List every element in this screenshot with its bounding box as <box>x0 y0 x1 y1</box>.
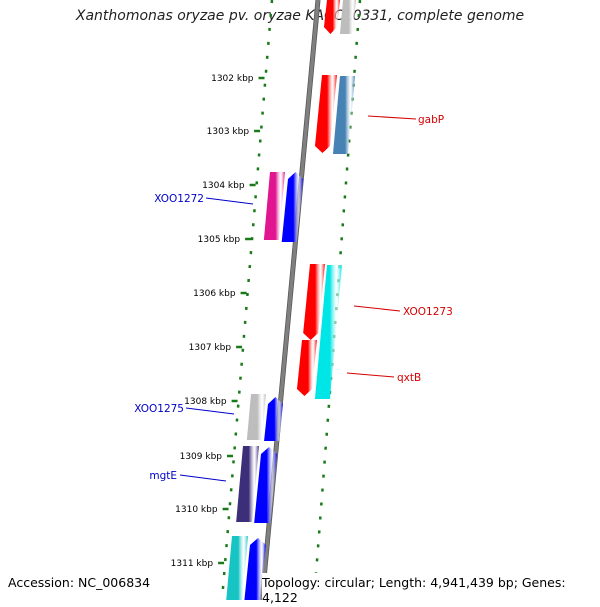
gene-label-leader <box>185 407 235 415</box>
gene-label: gabP <box>418 114 444 126</box>
gene-xoo1275-grey <box>246 394 266 440</box>
gene-xoo1275-blue <box>264 397 283 441</box>
tick-label: 1302 kbp <box>211 74 254 84</box>
gene-qxtb-cyan <box>314 265 342 399</box>
gene-gabp-red <box>314 75 337 153</box>
gene-label-leader <box>179 474 227 482</box>
gene-label-leader <box>353 305 401 312</box>
gene-mgte-purple <box>236 446 259 522</box>
left-track-line <box>220 0 274 600</box>
gene-qxtb-red <box>296 340 317 396</box>
gene-label: XOO1273 <box>403 306 453 318</box>
tick-label: 1307 kbp <box>189 343 232 353</box>
tick-label: 1309 kbp <box>180 452 223 462</box>
gene-top-grey <box>339 0 356 34</box>
accession-text: Accession: NC_006834 <box>8 573 151 592</box>
tick-label: 1311 kbp <box>171 559 214 569</box>
tick-label: 1304 kbp <box>202 181 245 191</box>
gene-mgte-blue <box>254 447 277 523</box>
gene-xoo1273-red <box>303 264 325 340</box>
gene-bottom-blue <box>244 538 266 600</box>
tick-label: 1303 kbp <box>207 127 250 137</box>
gene-label-leader <box>346 372 395 378</box>
tick-label: 1306 kbp <box>193 289 236 299</box>
tick-label: 1305 kbp <box>198 235 241 245</box>
map-title: Xanthomonas oryzae pv. oryzae KACC10331,… <box>75 8 525 24</box>
gene-label: mgtE <box>149 470 177 482</box>
gene-xoo1272-magenta <box>263 172 285 240</box>
gene-top-red <box>323 0 340 34</box>
gene-xoo1272-blue <box>281 172 303 242</box>
tick-label: 1308 kbp <box>184 397 227 407</box>
gene-label-leader <box>205 197 254 205</box>
gene-bottom-teal <box>226 536 248 600</box>
gene-label: qxtB <box>397 372 421 384</box>
gene-label: XOO1272 <box>154 193 204 205</box>
tick-label: 1310 kbp <box>175 505 218 515</box>
gene-label: XOO1275 <box>134 403 184 415</box>
gene-label-leader <box>367 115 417 120</box>
genome-stats-text: Topology: circular; Length: 4,941,439 bp… <box>262 573 600 607</box>
gene-gabp-steelblue <box>332 76 355 154</box>
